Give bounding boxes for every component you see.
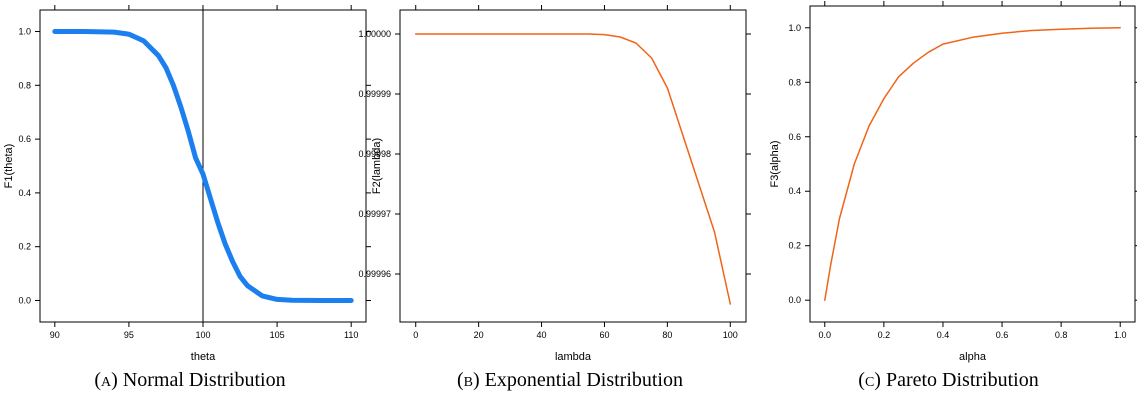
x-tick-label: 0.8: [1055, 330, 1068, 340]
plot-frame: [809, 5, 1136, 323]
x-tick-label: 1.0: [1114, 330, 1127, 340]
x-tick-label: 110: [344, 330, 358, 340]
y-tick-label: 0.8: [18, 80, 31, 90]
x-tick-label: 20: [474, 330, 484, 340]
y-tick-label: 1.0: [788, 23, 801, 33]
x-axis-title: theta: [191, 351, 216, 363]
x-tick-label: 80: [662, 330, 672, 340]
x-tick-label: 90: [50, 330, 60, 340]
series-line: [414, 33, 732, 305]
plot-frame: [399, 9, 747, 323]
x-tick-label: 0.6: [996, 330, 1009, 340]
caption-label: (c): [858, 369, 881, 391]
caption-text: Exponential Distribution: [484, 369, 683, 391]
y-tick-label: 0.2: [18, 242, 31, 252]
chart-exponential: 0 20 40 60 80 100 0.99996 0.99997 0.99998 0.99999…: [358, 5, 751, 363]
caption-text: Pareto Distribution: [885, 369, 1039, 391]
caption-text: Normal Distribution: [122, 369, 286, 391]
y-tick-label: 0.99999: [358, 89, 391, 99]
y-tick-label: 0.6: [18, 134, 31, 144]
x-tick-label: 100: [195, 330, 210, 340]
y-tick-label: 1.00000: [358, 29, 391, 39]
y-axis-title: F1(theta): [3, 144, 15, 189]
y-tick-label: 0.2: [788, 241, 801, 251]
y-tick-label: 1.0: [18, 27, 31, 37]
series-line: [52, 29, 354, 303]
x-axis-title: alpha: [959, 351, 987, 363]
x-tick-label: 40: [537, 330, 547, 340]
caption-label: (a): [94, 369, 118, 391]
x-tick-label: 0.0: [819, 330, 832, 340]
chart-panel-exponential: 0 20 40 60 80 100 0.99996 0.99997 0.99998 0.99999…: [358, 0, 760, 404]
y-tick-label: 0.4: [788, 186, 801, 196]
chart-normal: 90 95 100 105 110 0.0 0.2 0.4 0.6 0.8 1.0 theta F1(t…: [3, 5, 371, 363]
y-axis-title: F2(lambda): [371, 138, 383, 194]
y-tick-label: 0.0: [18, 295, 31, 305]
caption-normal: (a) Normal Distribution: [0, 369, 380, 392]
caption-label: (b): [457, 369, 480, 391]
y-tick-label: 0.99998: [358, 149, 391, 159]
chart-panel-normal: 90 95 100 105 110 0.0 0.2 0.4 0.6 0.8 1.0 theta F1(t…: [0, 0, 380, 404]
x-tick-label: 0: [413, 330, 418, 340]
x-tick-label: 0.4: [937, 330, 950, 340]
y-tick-label: 0.8: [788, 77, 801, 87]
chart-pareto: 0.0 0.2 0.4 0.6 0.8 1.0 0.0 0.2 0.4 0.6 0.8 1.0 alph…: [769, 1, 1137, 363]
y-tick-label: 0.4: [18, 188, 31, 198]
x-axis-title: lambda: [555, 351, 592, 363]
y-axis-title: F3(alpha): [769, 140, 781, 187]
caption-pareto: (c) Pareto Distribution: [760, 369, 1137, 392]
x-tick-label: 105: [270, 330, 285, 340]
y-tick-label: 0.0: [788, 295, 801, 305]
x-tick-label: 60: [599, 330, 609, 340]
y-tick-label: 0.99996: [358, 269, 391, 279]
x-tick-label: 95: [124, 330, 134, 340]
series-line: [824, 27, 1121, 301]
y-tick-label: 0.6: [788, 132, 801, 142]
y-tick-label: 0.99997: [358, 209, 391, 219]
x-tick-label: 0.2: [878, 330, 891, 340]
caption-exponential: (b) Exponential Distribution: [380, 369, 760, 392]
chart-panel-pareto: 0.0 0.2 0.4 0.6 0.8 1.0 0.0 0.2 0.4 0.6 0.8 1.0 alph…: [760, 0, 1137, 404]
x-tick-label: 100: [723, 330, 738, 340]
